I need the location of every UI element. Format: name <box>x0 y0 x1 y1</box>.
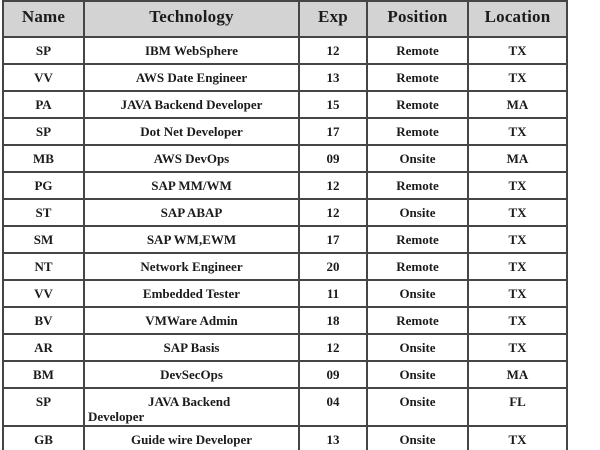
cell-name: GB <box>2 425 85 450</box>
cell-name: VV <box>2 63 85 92</box>
cell-technology: SAP WM,EWM <box>83 225 300 254</box>
cell-exp: 13 <box>298 425 368 450</box>
table-row: NT Network Engineer 20 Remote TX <box>2 252 568 281</box>
cell-exp: 17 <box>298 117 368 146</box>
cell-exp: 09 <box>298 144 368 173</box>
cell-exp: 04 <box>298 387 368 427</box>
cell-exp: 17 <box>298 225 368 254</box>
table-row: PG SAP MM/WM 12 Remote TX <box>2 171 568 200</box>
cell-name: SP <box>2 117 85 146</box>
cell-technology: Guide wire Developer <box>83 425 300 450</box>
cell-location: TX <box>467 117 568 146</box>
cell-position: Onsite <box>366 387 469 427</box>
cell-location: TX <box>467 171 568 200</box>
column-header-exp: Exp <box>298 0 368 38</box>
cell-position: Onsite <box>366 198 469 227</box>
table-row: ST SAP ABAP 12 Onsite TX <box>2 198 568 227</box>
cell-technology: Embedded Tester <box>83 279 300 308</box>
cell-location: FL <box>467 387 568 427</box>
cell-location: TX <box>467 198 568 227</box>
cell-location: TX <box>467 225 568 254</box>
table-row: BM DevSecOps 09 Onsite MA <box>2 360 568 389</box>
cell-technology: Network Engineer <box>83 252 300 281</box>
header-row: Name Technology Exp Position Location <box>2 0 568 38</box>
cell-technology: AWS Date Engineer <box>83 63 300 92</box>
cell-name: SM <box>2 225 85 254</box>
cell-name: NT <box>2 252 85 281</box>
cell-position: Remote <box>366 171 469 200</box>
cell-position: Onsite <box>366 333 469 362</box>
cell-technology: IBM WebSphere <box>83 36 300 65</box>
cell-name: BV <box>2 306 85 335</box>
table-row: SP IBM WebSphere 12 Remote TX <box>2 36 568 65</box>
cell-location: TX <box>467 333 568 362</box>
cell-technology: JAVA Backend Developer <box>83 387 300 427</box>
column-header-technology: Technology <box>83 0 300 38</box>
cell-location: TX <box>467 306 568 335</box>
cell-exp: 12 <box>298 36 368 65</box>
cell-position: Remote <box>366 225 469 254</box>
cell-technology: Dot Net Developer <box>83 117 300 146</box>
cell-position: Remote <box>366 306 469 335</box>
cell-position: Onsite <box>366 425 469 450</box>
cell-position: Remote <box>366 63 469 92</box>
cell-location: TX <box>467 425 568 450</box>
cell-position: Remote <box>366 90 469 119</box>
table-row: AR SAP Basis 12 Onsite TX <box>2 333 568 362</box>
table-row: VV Embedded Tester 11 Onsite TX <box>2 279 568 308</box>
cell-exp: 13 <box>298 63 368 92</box>
table-row: GB Guide wire Developer 13 Onsite TX <box>2 425 568 450</box>
cell-name: SP <box>2 387 85 427</box>
table-row: SP JAVA Backend Developer 04 Onsite FL <box>2 387 568 427</box>
column-header-location: Location <box>467 0 568 38</box>
table-row: VV AWS Date Engineer 13 Remote TX <box>2 63 568 92</box>
table-row: MB AWS DevOps 09 Onsite MA <box>2 144 568 173</box>
table-row: PA JAVA Backend Developer 15 Remote MA <box>2 90 568 119</box>
cell-exp: 18 <box>298 306 368 335</box>
employee-table: Name Technology Exp Position Location SP IBM … <box>2 0 568 450</box>
table-body: SP IBM WebSphere 12 Remote TX VV AWS Date Engi… <box>2 36 568 450</box>
cell-name: SP <box>2 36 85 65</box>
cell-technology: SAP MM/WM <box>83 171 300 200</box>
cell-position: Remote <box>366 36 469 65</box>
cell-location: TX <box>467 63 568 92</box>
cell-technology: AWS DevOps <box>83 144 300 173</box>
cell-technology: VMWare Admin <box>83 306 300 335</box>
cell-position: Remote <box>366 252 469 281</box>
cell-location: MA <box>467 360 568 389</box>
column-header-name: Name <box>2 0 85 38</box>
cell-technology: JAVA Backend Developer <box>83 90 300 119</box>
cell-position: Remote <box>366 117 469 146</box>
cell-name: BM <box>2 360 85 389</box>
cell-position: Onsite <box>366 279 469 308</box>
column-header-position: Position <box>366 0 469 38</box>
cell-position: Onsite <box>366 360 469 389</box>
cell-location: TX <box>467 36 568 65</box>
cell-exp: 12 <box>298 198 368 227</box>
cell-exp: 12 <box>298 333 368 362</box>
cell-name: PG <box>2 171 85 200</box>
cell-name: AR <box>2 333 85 362</box>
cell-location: MA <box>467 144 568 173</box>
table-row: SP Dot Net Developer 17 Remote TX <box>2 117 568 146</box>
cell-name: PA <box>2 90 85 119</box>
cell-location: MA <box>467 90 568 119</box>
cell-name: ST <box>2 198 85 227</box>
cell-location: TX <box>467 279 568 308</box>
cell-name: MB <box>2 144 85 173</box>
cell-technology: SAP Basis <box>83 333 300 362</box>
cell-exp: 12 <box>298 171 368 200</box>
cell-technology: DevSecOps <box>83 360 300 389</box>
cell-exp: 15 <box>298 90 368 119</box>
cell-technology: SAP ABAP <box>83 198 300 227</box>
cell-name: VV <box>2 279 85 308</box>
cell-exp: 11 <box>298 279 368 308</box>
cell-exp: 20 <box>298 252 368 281</box>
table-row: BV VMWare Admin 18 Remote TX <box>2 306 568 335</box>
cell-exp: 09 <box>298 360 368 389</box>
table-row: SM SAP WM,EWM 17 Remote TX <box>2 225 568 254</box>
cell-location: TX <box>467 252 568 281</box>
cell-position: Onsite <box>366 144 469 173</box>
